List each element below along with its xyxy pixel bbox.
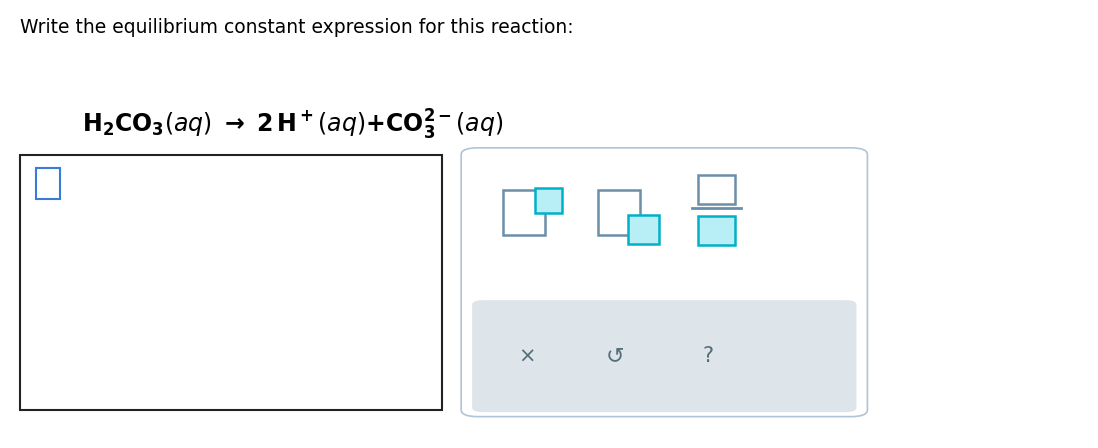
Text: ?: ?	[703, 346, 714, 366]
Bar	[503, 190, 545, 235]
Text: ×: ×	[518, 346, 536, 366]
FancyBboxPatch shape	[461, 148, 867, 417]
Bar	[598, 190, 640, 235]
Text: Write the equilibrium constant expression for this reaction:: Write the equilibrium constant expressio…	[20, 18, 573, 37]
Bar	[20, 155, 442, 410]
Text: $\mathbf{H_2CO_3}$$\mathit{(aq)}$$\ \mathbf{\rightarrow}\ $$\mathbf{2\,H^+}$$\ma: $\mathbf{H_2CO_3}$$\mathit{(aq)}$$\ \mat…	[82, 108, 504, 142]
Bar	[698, 216, 735, 245]
Bar	[698, 175, 735, 204]
Bar	[535, 188, 562, 213]
Bar	[36, 168, 60, 199]
Bar	[628, 215, 659, 244]
Text: ↺: ↺	[606, 346, 624, 366]
FancyBboxPatch shape	[472, 300, 856, 412]
